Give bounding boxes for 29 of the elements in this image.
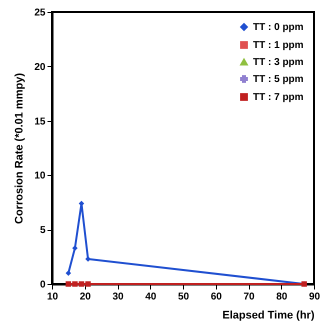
legend-label: TT : 3 ppm <box>253 57 304 68</box>
point <box>72 281 78 287</box>
x-tick-label: 90 <box>308 292 320 302</box>
x-tick-label: 30 <box>112 292 124 302</box>
x-tick-label: 10 <box>46 292 58 302</box>
y-tick-label: 15 <box>34 116 46 128</box>
y-tick-label: 20 <box>34 62 46 73</box>
x-axis-title: Elapsed Time (hr) <box>222 310 315 322</box>
y-tick-label: 0 <box>40 280 46 290</box>
y-tick-label: 25 <box>34 8 46 18</box>
point <box>66 281 72 287</box>
legend-label: TT : 7 ppm <box>253 92 304 103</box>
point <box>85 281 91 287</box>
x-tick-label: 60 <box>210 292 222 302</box>
y-tick-label: 5 <box>40 225 46 236</box>
x-tick-label: 70 <box>243 292 255 302</box>
x-tick-label: 20 <box>80 292 92 302</box>
point <box>85 256 91 262</box>
legend-label: TT : 0 ppm <box>253 22 304 33</box>
y-axis-title: Corrosion Rate (*0.01 mmpy) <box>13 72 26 224</box>
point <box>78 281 84 287</box>
point <box>72 245 78 251</box>
x-tick-label: 50 <box>178 292 190 302</box>
y-tick-label: 10 <box>34 170 46 182</box>
point <box>66 270 72 276</box>
x-tick-label: 80 <box>276 292 288 302</box>
legend-label: TT : 1 ppm <box>253 40 304 51</box>
x-tick-label: 40 <box>145 292 157 302</box>
legend-label: TT : 5 ppm <box>253 74 304 85</box>
